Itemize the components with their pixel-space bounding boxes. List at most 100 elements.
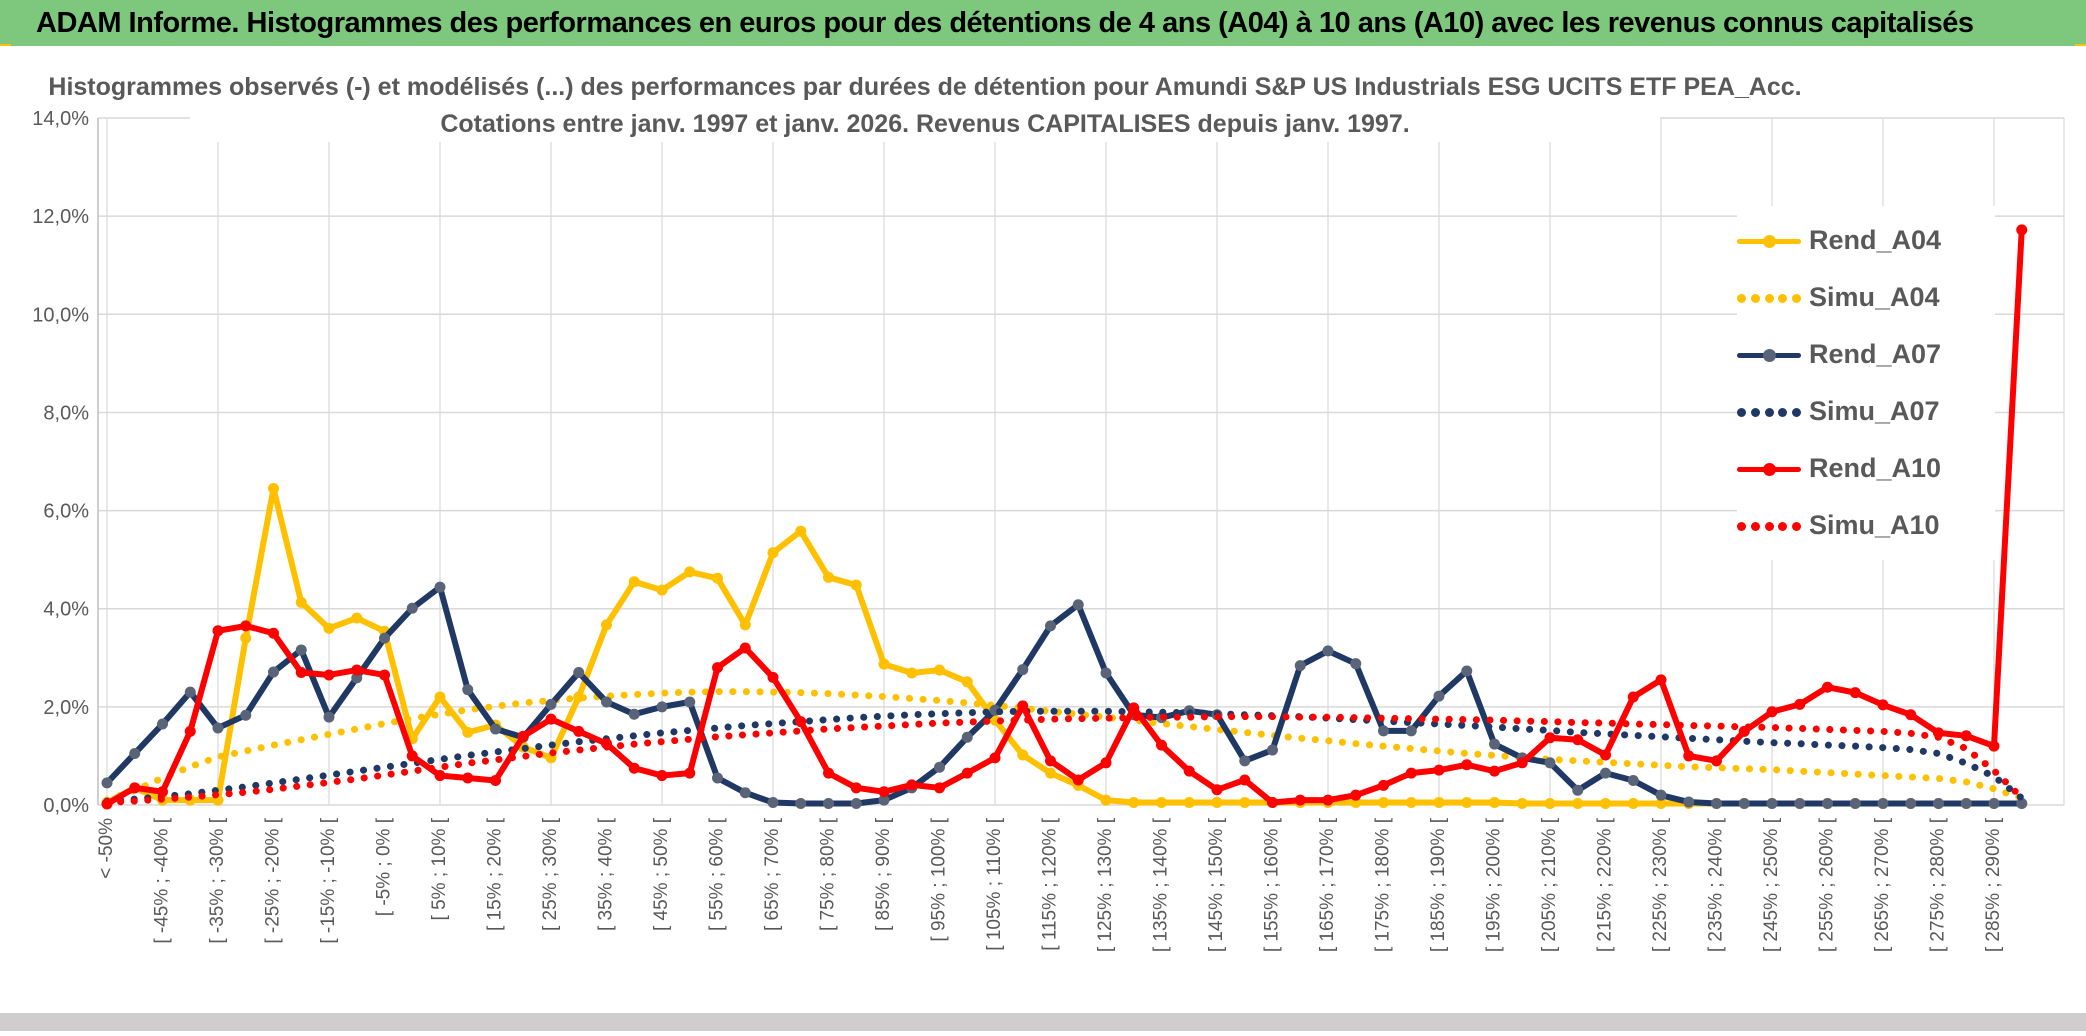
x-axis-tick-label: [ 195% ; 200% [ — [1484, 817, 1505, 952]
series-marker-rend_a04 — [351, 612, 363, 624]
y-axis-tick-label: 4,0% — [43, 599, 89, 621]
series-marker-rend_a07 — [712, 772, 723, 784]
series-marker-rend_a07 — [767, 797, 779, 809]
series-marker-rend_a07 — [1544, 757, 1556, 769]
series-marker-rend_a04 — [823, 571, 834, 583]
series-marker-rend_a10 — [1405, 767, 1417, 779]
series-marker-rend_a07 — [129, 747, 141, 759]
x-axis-tick-label: [ 125% ; 130% [ — [1095, 817, 1116, 952]
x-axis-tick-label: [ 25% ; 30% [ — [540, 817, 561, 931]
series-marker-rend_a07 — [268, 666, 279, 678]
legend-item-rend_a04[interactable]: Rend_A04 — [1737, 212, 1995, 269]
series-marker-rend_a10 — [684, 767, 696, 779]
series-marker-rend_a04 — [1156, 797, 1167, 809]
series-marker-rend_a10 — [1489, 765, 1500, 777]
series-marker-rend_a10 — [351, 664, 363, 676]
series-marker-rend_a10 — [850, 782, 862, 794]
series-marker-rend_a07 — [684, 696, 696, 708]
series-marker-rend_a07 — [628, 708, 640, 720]
series-line-simu_a10 — [103, 713, 2026, 807]
x-axis-tick-label: [ -25% ; -20% [ — [263, 817, 284, 943]
dotted-line-icon — [1737, 520, 1801, 532]
series-marker-rend_a10 — [1156, 739, 1167, 751]
series-marker-rend_a04 — [684, 566, 696, 578]
series-marker-rend_a10 — [268, 627, 279, 639]
x-axis-tick-label: [ 95% ; 100% [ — [929, 817, 950, 941]
series-marker-rend_a10 — [1072, 774, 1084, 786]
series-marker-rend_a07 — [795, 798, 807, 810]
x-axis-tick-label: [ 285% ; 290% [ — [1983, 817, 2004, 952]
series-line-simu_a07 — [103, 707, 2026, 805]
y-axis-tick-label: 14,0% — [32, 108, 89, 130]
chart-legend[interactable]: Rend_A04 Simu_A04 Rend_A07 Simu_A07 Rend_A10… — [1737, 206, 1995, 560]
series-marker-rend_a04 — [1489, 797, 1500, 809]
series-marker-rend_a10 — [1322, 794, 1334, 806]
series-marker-rend_a04 — [850, 579, 862, 591]
performance-histogram-chart: 0,0% 2,0% 4,0% 6,0% 8,0% 10,0% 12,0% 14,0% < -50… — [32, 66, 2065, 952]
series-marker-rend_a07 — [1294, 660, 1306, 672]
legend-item-simu_a10[interactable]: Simu_A10 — [1737, 497, 1995, 554]
series-marker-rend_a07 — [101, 777, 113, 789]
series-marker-rend_a07 — [1045, 620, 1056, 632]
x-axis-tick-label: [ -45% ; -40% [ — [152, 817, 173, 943]
series-marker-rend_a04 — [795, 525, 807, 537]
series-marker-rend_a07 — [212, 722, 224, 734]
series-marker-rend_a10 — [1350, 789, 1362, 801]
series-marker-rend_a10 — [323, 669, 335, 681]
series-marker-rend_a10 — [462, 772, 474, 784]
series-marker-rend_a10 — [739, 642, 751, 654]
legend-item-rend_a07[interactable]: Rend_A07 — [1737, 326, 1995, 383]
series-marker-rend_a07 — [573, 667, 585, 679]
series-marker-rend_a04 — [1655, 798, 1667, 810]
x-axis-tick-label: [ 115% ; 120% [ — [1040, 817, 1061, 950]
series-marker-rend_a07 — [462, 684, 474, 696]
series-marker-rend_a04 — [712, 572, 723, 584]
series-marker-rend_a07 — [1378, 725, 1389, 737]
series-marker-rend_a10 — [1294, 794, 1306, 806]
series-marker-rend_a07 — [1267, 744, 1278, 756]
series-marker-rend_a10 — [1849, 687, 1861, 699]
series-marker-rend_a07 — [406, 602, 418, 614]
series-marker-rend_a07 — [656, 701, 668, 713]
x-axis-tick-label: [ 235% ; 240% [ — [1706, 817, 1727, 952]
x-axis-tick-label: [ 275% ; 280% [ — [1928, 817, 1949, 952]
series-marker-rend_a07 — [1849, 798, 1861, 810]
series-marker-rend_a04 — [601, 619, 612, 631]
series-marker-rend_a07 — [1822, 798, 1833, 810]
series-marker-rend_a07 — [878, 794, 890, 806]
series-marker-rend_a04 — [1572, 798, 1584, 810]
series-marker-rend_a07 — [823, 798, 834, 810]
legend-item-rend_a10[interactable]: Rend_A10 — [1737, 440, 1995, 497]
x-axis-tick-label: [ 225% ; 230% [ — [1650, 817, 1671, 952]
series-marker-rend_a10 — [1600, 749, 1611, 761]
series-marker-rend_a07 — [1072, 599, 1084, 611]
series-marker-rend_a07 — [1933, 798, 1944, 810]
legend-item-simu_a07[interactable]: Simu_A07 — [1737, 383, 1995, 440]
legend-item-simu_a04[interactable]: Simu_A04 — [1737, 269, 1995, 326]
series-marker-rend_a04 — [268, 482, 279, 494]
x-axis-tick-label: [ 255% ; 260% [ — [1817, 817, 1838, 952]
series-marker-rend_a07 — [1433, 690, 1445, 702]
series-marker-rend_a07 — [157, 718, 168, 730]
series-marker-rend_a04 — [462, 726, 474, 738]
series-marker-rend_a07 — [1988, 798, 2000, 810]
x-axis-tick-label: [ 175% ; 180% [ — [1373, 817, 1394, 952]
series-marker-rend_a10 — [379, 669, 390, 681]
series-marker-rend_a07 — [1711, 798, 1722, 810]
x-axis-tick-label: [ 145% ; 150% [ — [1206, 817, 1227, 952]
series-marker-rend_a04 — [1600, 798, 1611, 810]
series-marker-rend_a10 — [1960, 730, 1972, 742]
series-marker-rend_a07 — [850, 798, 862, 810]
series-marker-rend_a07 — [1794, 798, 1806, 810]
x-axis-tick-label: [ 165% ; 170% [ — [1317, 817, 1338, 952]
series-line-rend_a10 — [104, 226, 2025, 808]
x-axis-tick-label: [ 65% ; 70% [ — [762, 817, 783, 931]
series-marker-rend_a04 — [1405, 797, 1417, 809]
series-marker-rend_a07 — [1655, 789, 1667, 801]
series-marker-rend_a07 — [434, 581, 446, 593]
series-marker-rend_a07 — [1489, 738, 1500, 750]
series-marker-rend_a10 — [1433, 764, 1445, 776]
series-marker-rend_a07 — [934, 761, 945, 773]
series-marker-rend_a10 — [1045, 755, 1056, 767]
series-marker-rend_a04 — [1378, 797, 1389, 809]
